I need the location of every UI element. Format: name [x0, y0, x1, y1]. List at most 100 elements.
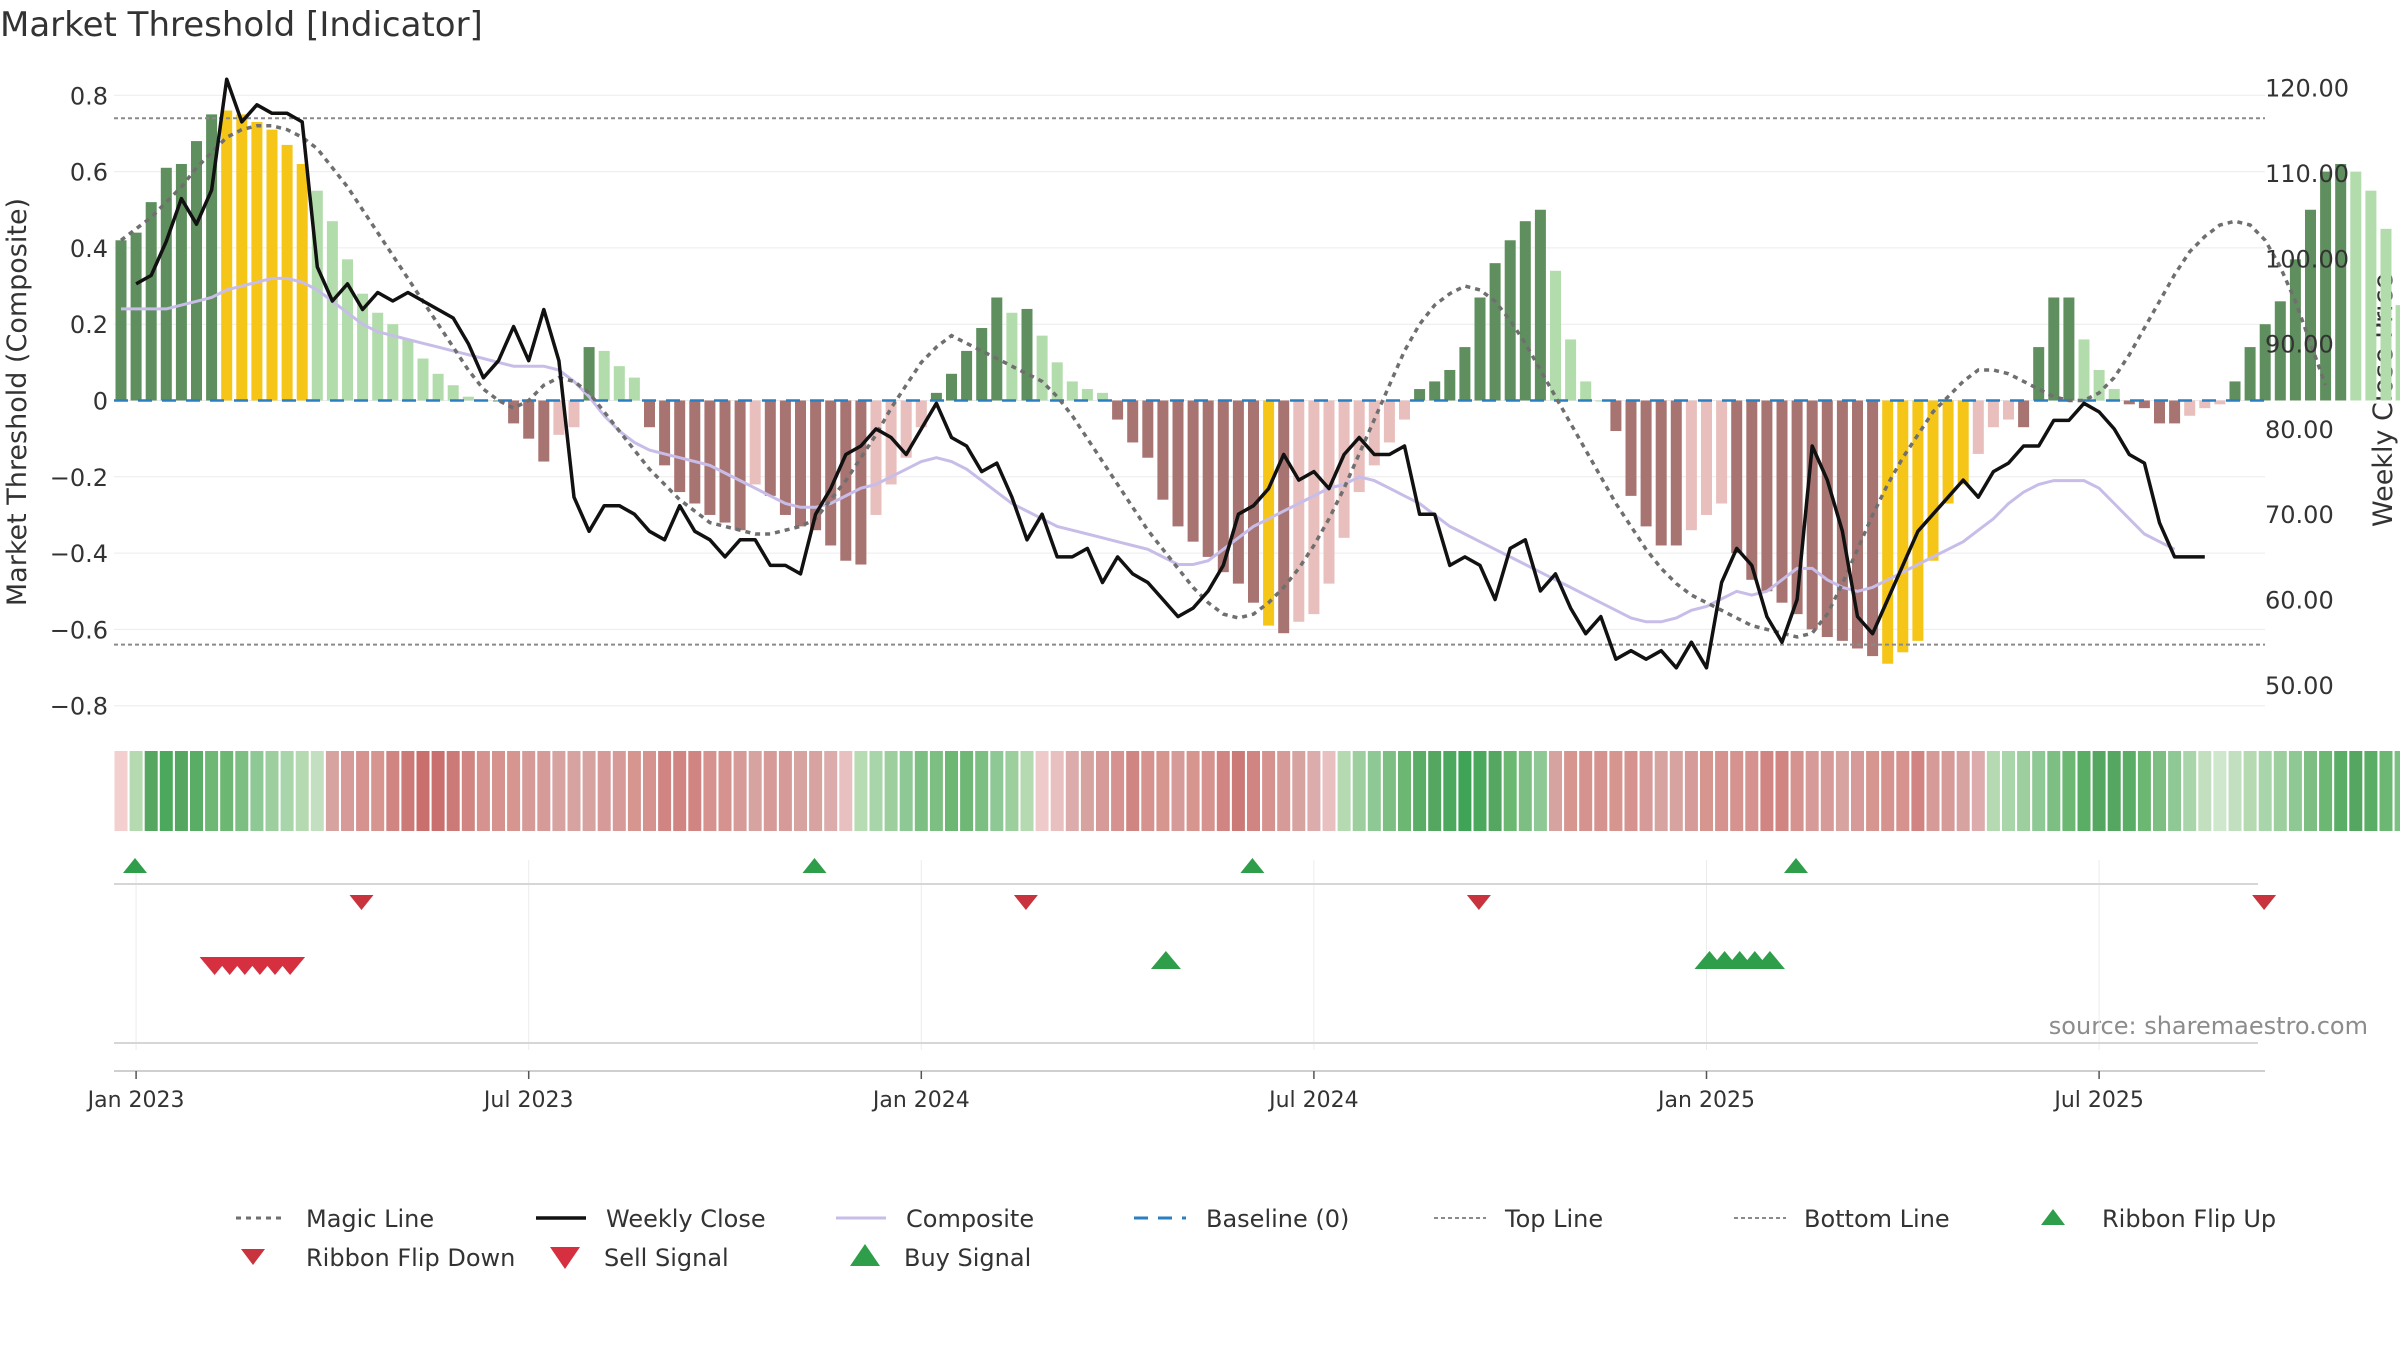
composite-bar	[1399, 400, 1410, 420]
ribbon-cell	[1760, 751, 1774, 831]
ribbon-cell	[2153, 751, 2166, 831]
ribbon-cell	[476, 751, 490, 831]
ribbon-cell	[1171, 751, 1185, 831]
legend-item-buy-signal[interactable]: Buy Signal	[850, 1244, 1031, 1272]
composite-bar	[2365, 190, 2377, 401]
ribbon-cell	[733, 751, 747, 831]
legend-item-magic-line[interactable]: Magic Line	[236, 1205, 434, 1233]
composite-bar	[961, 350, 973, 401]
composite-bar	[1459, 347, 1471, 401]
legend-label-sell-signal: Sell Signal	[604, 1244, 729, 1272]
ribbon-cell	[854, 751, 868, 831]
composite-bar	[1414, 389, 1426, 401]
composite-bar	[1353, 400, 1365, 493]
composite-bar	[2320, 171, 2332, 401]
ribbon-cell	[975, 751, 989, 831]
ribbon-cell	[2243, 751, 2257, 831]
legend-item-bottom-line[interactable]: Bottom Line	[1734, 1205, 1950, 1233]
ribbon-cell	[1820, 751, 1834, 831]
composite-bar	[1610, 400, 1622, 432]
ribbon-cell	[1971, 751, 1985, 831]
composite-bar	[644, 400, 655, 428]
composite-bar	[357, 293, 369, 401]
ribbon-cell	[114, 751, 128, 831]
composite-bar	[795, 400, 806, 527]
composite-bar	[1504, 240, 1516, 401]
left-tick-label: −0.8	[50, 693, 108, 721]
ribbon-cell	[1881, 751, 1895, 831]
ribbon-cell	[1050, 751, 1064, 831]
composite-bar	[1338, 400, 1350, 538]
left-tick-label: −0.2	[50, 464, 108, 492]
composite-bars	[115, 110, 2400, 664]
legend-item-weekly-close[interactable]: Weekly Close	[536, 1205, 766, 1233]
ribbon-cell	[205, 751, 219, 831]
composite-bar	[1232, 400, 1244, 584]
ribbon-cell	[1896, 751, 1910, 831]
legend-item-composite[interactable]: Composite	[836, 1205, 1034, 1233]
composite-bar	[1127, 400, 1139, 443]
ribbon-cell	[356, 751, 370, 831]
ribbon-cell	[1035, 751, 1049, 831]
ribbon-flip-down-marker	[2252, 895, 2277, 910]
composite-bar	[2184, 400, 2196, 416]
ribbon-cell	[597, 751, 611, 831]
ribbon-cell	[1549, 751, 1562, 831]
ribbon-cell	[1790, 751, 1804, 831]
ribbon-cell	[1866, 751, 1880, 831]
ribbon-cell	[2228, 751, 2242, 831]
ribbon-cell	[2062, 751, 2076, 831]
composite-bar	[1278, 400, 1290, 634]
composite-bar	[1308, 400, 1320, 615]
composite-bar	[311, 190, 323, 401]
composite-bar	[2350, 171, 2362, 401]
ribbon-cell	[1458, 751, 1472, 831]
composite-bar	[2259, 324, 2271, 401]
ribbon-cell	[190, 751, 203, 831]
legend-item-ribbon-flip-down[interactable]: Ribbon Flip Down	[241, 1244, 515, 1272]
ribbon-cell	[1292, 751, 1306, 831]
composite-bar	[2305, 209, 2316, 401]
composite-bar	[719, 400, 731, 523]
sell-signal-marker	[275, 957, 306, 975]
composite-bar	[674, 400, 686, 493]
legend-item-baseline[interactable]: Baseline (0)	[1134, 1205, 1349, 1233]
composite-bar	[1746, 400, 1758, 580]
ribbon-cell	[1352, 751, 1366, 831]
composite-bar	[976, 328, 988, 401]
composite-bar	[2093, 369, 2105, 401]
legend-item-sell-signal[interactable]: Sell Signal	[550, 1244, 729, 1272]
x-tick-label: Jan 2023	[86, 1088, 185, 1113]
composite-bar	[2244, 347, 2256, 401]
ribbon-cell	[1065, 751, 1079, 831]
composite-bar	[1036, 335, 1048, 401]
ribbon-cell	[1911, 751, 1925, 831]
legend-item-top-line[interactable]: Top Line	[1434, 1205, 1603, 1233]
ribbon-cell	[492, 751, 505, 831]
ribbon-cell	[688, 751, 702, 831]
composite-bar	[2138, 400, 2150, 409]
ribbon-cell	[1126, 751, 1140, 831]
ribbon-cell	[1322, 751, 1336, 831]
ribbon-cell	[1111, 751, 1125, 831]
composite-bar	[2214, 400, 2226, 405]
legend-item-ribbon-flip-up[interactable]: Ribbon Flip Up	[2041, 1205, 2276, 1233]
ribbon-cell	[386, 751, 400, 831]
ribbon-cell	[1428, 751, 1442, 831]
composite-bar	[432, 373, 444, 401]
ribbon-cell	[1851, 751, 1864, 831]
ribbon-cell	[174, 751, 188, 831]
ribbon-cell	[507, 751, 521, 831]
ribbon-cell	[552, 751, 566, 831]
ribbon-cell	[945, 751, 958, 831]
legend-label-bottom-line: Bottom Line	[1804, 1205, 1950, 1233]
composite-bar	[1112, 400, 1124, 420]
legend-marker-sell-signal	[550, 1247, 580, 1269]
ribbon-cell	[899, 751, 913, 831]
ribbon-cell	[1382, 751, 1396, 831]
signal-markers	[114, 858, 2277, 1044]
left-axis-label: Market Threshold (Composite)	[2, 198, 33, 606]
composite-bar	[2033, 347, 2045, 401]
ribbon-cell	[1005, 751, 1019, 831]
composite-bar	[915, 400, 927, 428]
